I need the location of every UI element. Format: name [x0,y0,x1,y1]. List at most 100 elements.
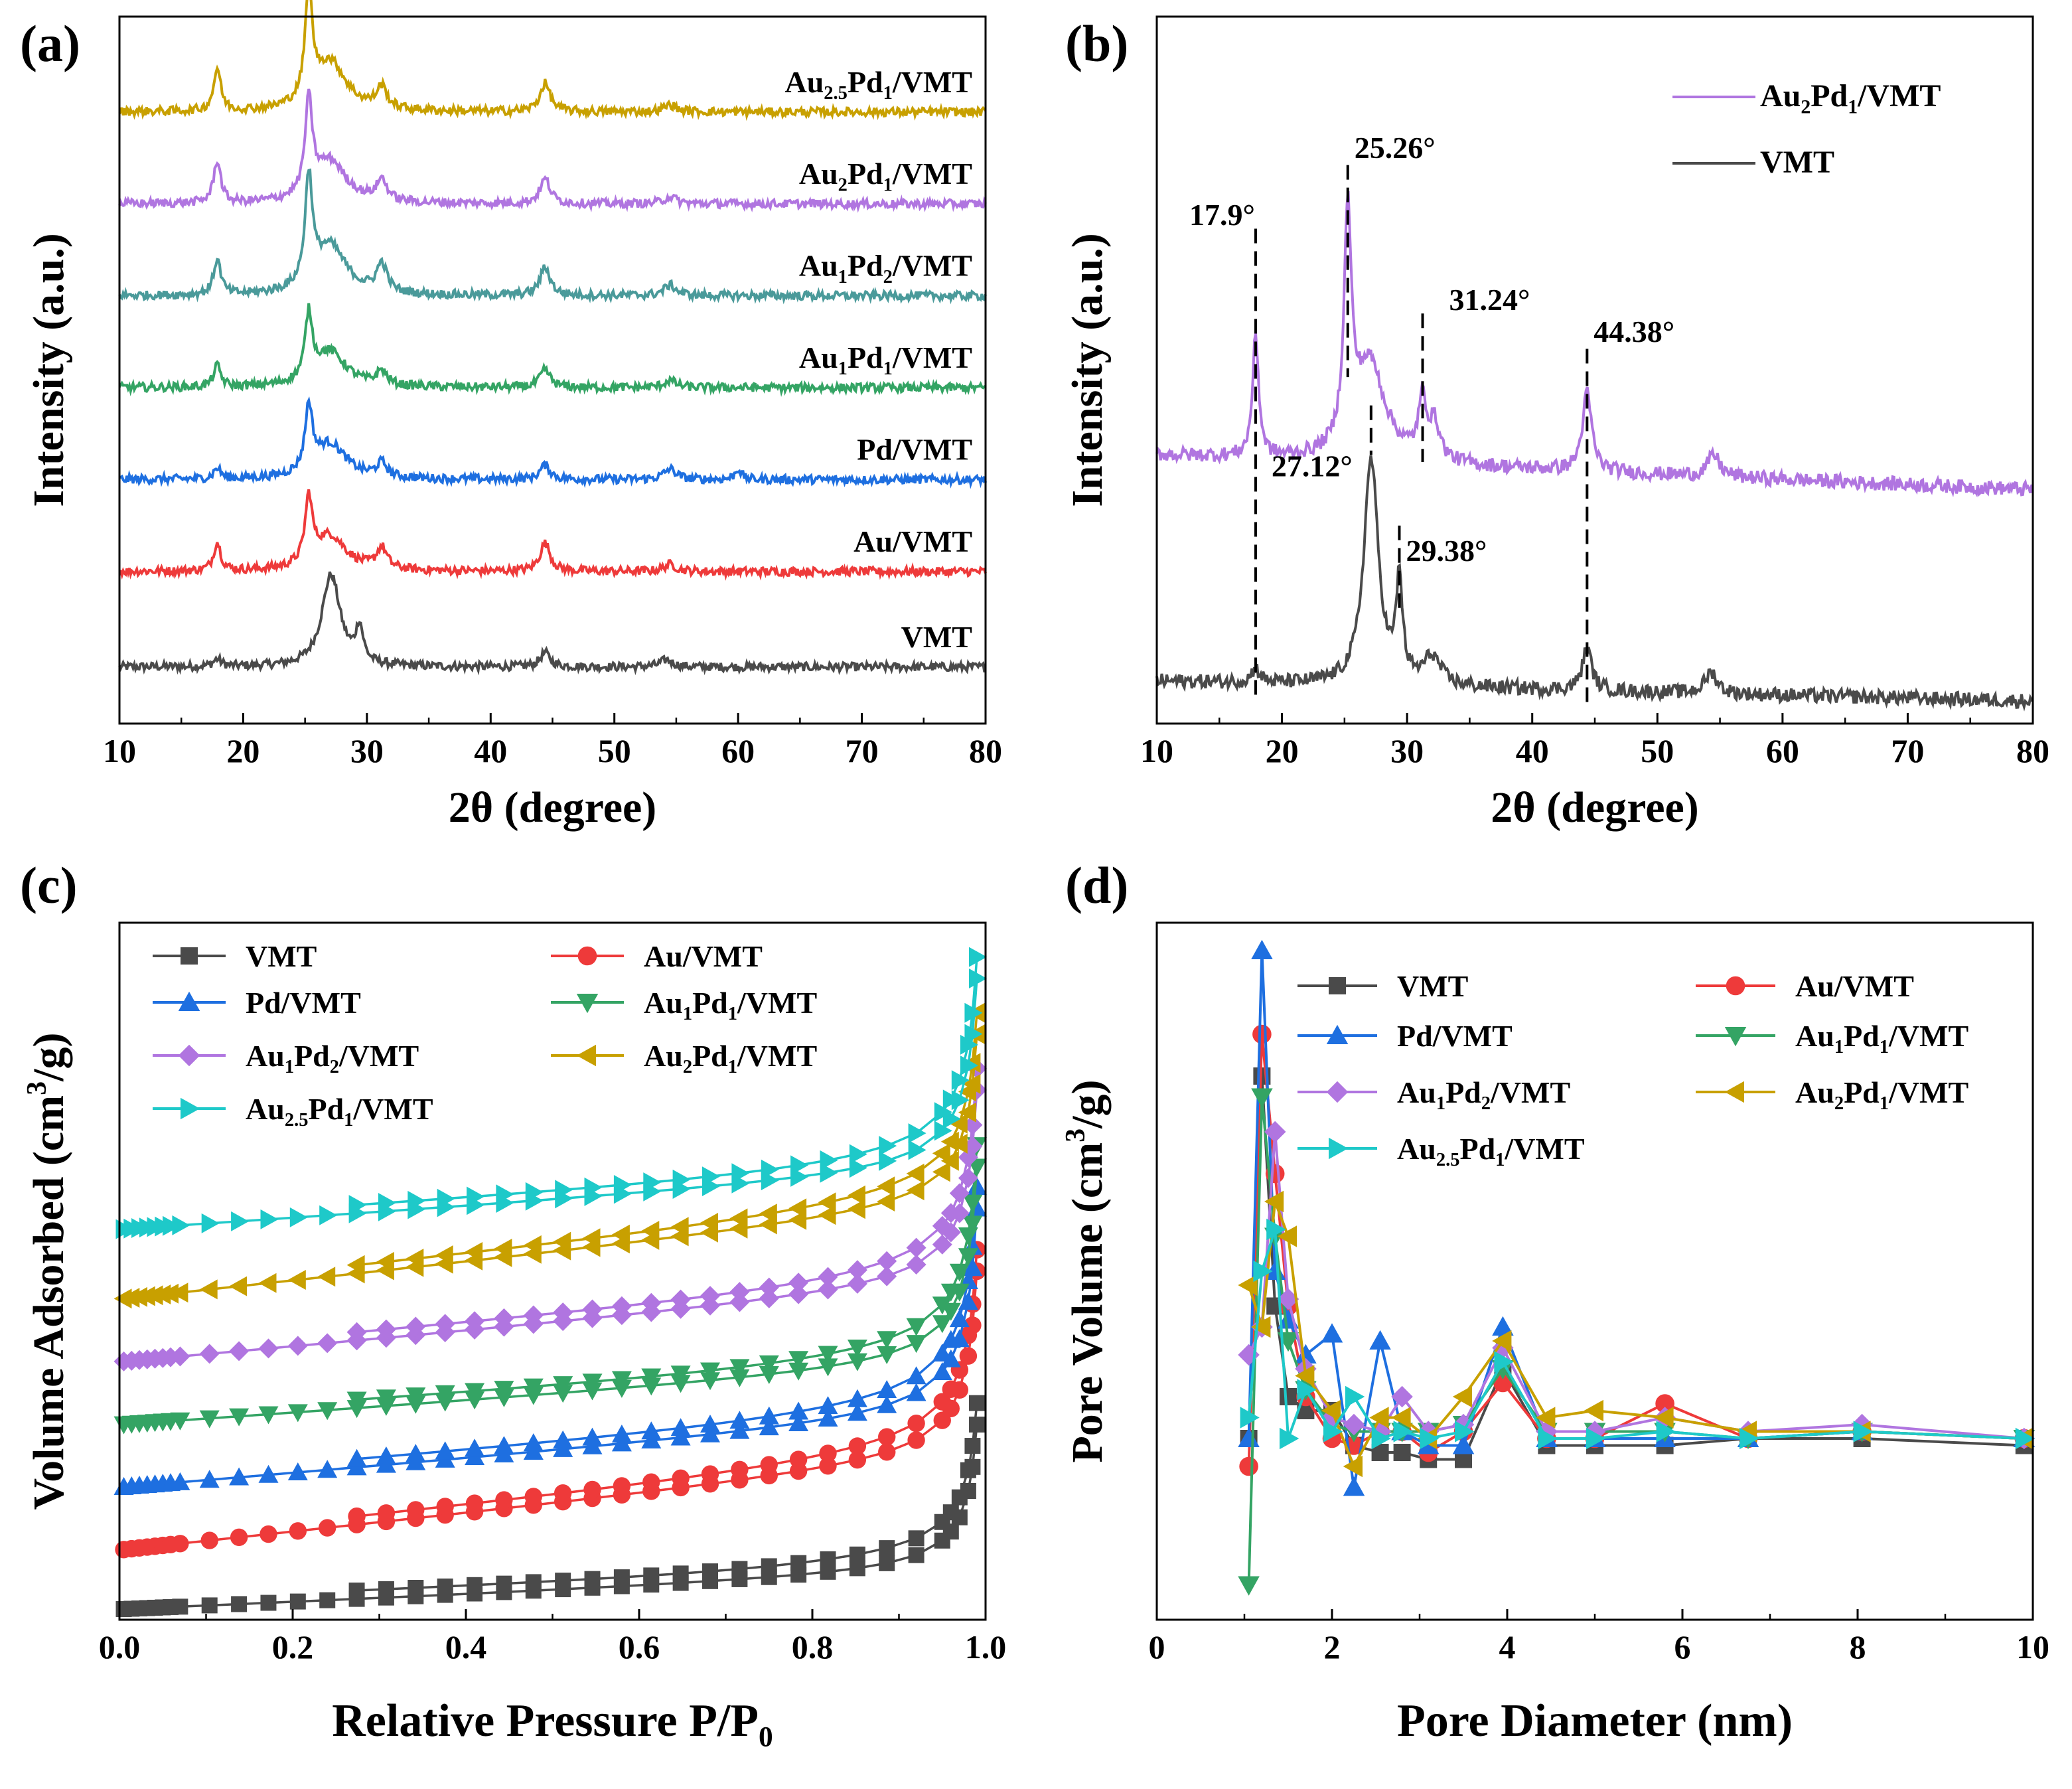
legend-c-marker [178,991,200,1011]
isotherm-point-Au1Pd1/VMT [523,1378,544,1397]
isotherm-point-Au2.5Pd1/VMT [289,1207,308,1227]
isotherm-point-Pd/VMT [670,1418,691,1437]
isotherm-point-Pd/VMT [553,1430,573,1448]
isotherm-point-Au2.5Pd1/VMT [163,1215,181,1236]
isotherm-point-Pd/VMT [700,1424,720,1442]
isotherm-point-VMT [172,1598,188,1615]
isotherm-point-Au1Pd1/VMT [317,1402,338,1421]
panel-b-xtick-label: 20 [1266,732,1299,769]
xrd-label-Au2Pd1/VMT: Au2Pd1/VMT [799,157,972,195]
isotherm-point-Au2Pd1/VMT [877,1192,895,1211]
pore-point-Au2Pd1/VMT [1654,1407,1674,1429]
pore-line-Pd/VMT [1247,950,2024,1488]
isotherm-point-Pd/VMT [788,1401,809,1420]
isotherm-point-Au/VMT [230,1528,248,1547]
isotherm-adsorption-Au2Pd1/VMT [123,1034,978,1300]
isotherm-point-Pd/VMT [611,1425,632,1442]
panel-c-label: (c) [20,856,78,914]
pore-point-Au1Pd1/VMT [1251,1088,1273,1108]
isotherm-point-Au1Pd2/VMT [877,1251,897,1271]
isotherm-point-Au1Pd1/VMT [932,1296,952,1315]
pore-point-Au2.5Pd1/VMT [1586,1427,1606,1450]
legend-c-label: Au1Pd1/VMT [644,986,817,1024]
pore-point-Au2.5Pd1/VMT [1393,1421,1413,1442]
panel-b-xtick-label: 70 [1891,732,1924,769]
isotherm-point-Au1Pd2/VMT [818,1279,838,1300]
isotherm-point-Au1Pd2/VMT [170,1346,190,1367]
isotherm-point-Au1Pd2/VMT [958,1168,978,1188]
legend-d-label: Au/VMT [1795,969,1914,1003]
isotherm-point-VMT [672,1565,689,1582]
isotherm-point-Au/VMT [907,1414,925,1433]
isotherm-point-VMT [201,1597,218,1614]
isotherm-point-Au2.5Pd1/VMT [201,1213,220,1233]
isotherm-point-Pd/VMT [877,1395,897,1413]
panel-b-xtick-label: 10 [1140,732,1173,769]
isotherm-point-Au/VMT [495,1491,513,1509]
pore-line-VMT [1247,1075,2024,1461]
isotherm-point-Au2Pd1/VMT [406,1249,424,1269]
pore-point-Au2.5Pd1/VMT [1853,1421,1873,1442]
isotherm-point-Au1Pd2/VMT [788,1273,809,1293]
legend-c-label: Pd/VMT [246,986,361,1020]
isotherm-point-Au2Pd1/VMT [877,1176,895,1197]
isotherm-point-Au1Pd2/VMT [317,1333,338,1354]
isotherm-point-Au2.5Pd1/VMT [960,1055,978,1076]
isotherm-point-VMT [761,1558,777,1575]
isotherm-point-Pd/VMT [847,1403,867,1421]
panel-a-xtick-label: 30 [350,732,384,769]
xrd-label-Au1Pd2/VMT: Au1Pd2/VMT [799,249,972,287]
isotherm-point-Pd/VMT [641,1421,662,1440]
isotherm-point-Pd/VMT [700,1415,720,1433]
xrd-line-Au1Pd1/VMT [118,303,986,397]
isotherm-point-Au2.5Pd1/VMT [319,1205,338,1225]
isotherm-point-Au2Pd1/VMT [435,1245,453,1265]
isotherm-point-Au1Pd2/VMT [958,1147,978,1168]
panel-d-xtick-label: 8 [1850,1628,1866,1666]
pore-point-Pd/VMT [1452,1435,1475,1454]
isotherm-point-Au/VMT [289,1522,307,1540]
isotherm-point-Au/VMT [942,1380,960,1398]
isotherm-point-Au1Pd1/VMT [958,1248,978,1267]
isotherm-point-Au2.5Pd1/VMT [820,1150,838,1170]
panel-b-xtick-label: 40 [1516,732,1549,769]
pore-point-Au2Pd1/VMT [1238,1274,1258,1296]
isotherm-point-Pd/VMT [258,1464,279,1483]
legend-d-marker [1726,976,1745,996]
pore-point-Au/VMT [1655,1394,1674,1413]
panel-d-xlabel: Pore Diameter (nm) [1397,1695,1793,1747]
legend-d-marker [1724,1081,1744,1103]
legend-c-label: VMT [246,939,317,973]
isotherm-point-VMT [467,1577,483,1593]
isotherm-point-Au1Pd1/VMT [641,1368,662,1387]
isotherm-point-Au1Pd2/VMT [759,1277,779,1298]
isotherm-point-Pd/VMT [949,1309,970,1328]
legend-c-marker [576,1044,596,1067]
panel-c-xtick-label: 1.0 [965,1628,1007,1666]
panel-d-xtick-label: 0 [1149,1628,1165,1666]
legend-d-label: Au2Pd1/VMT [1795,1075,1968,1114]
isotherm-point-Au1Pd1/VMT [670,1365,691,1384]
panel-b-xtick-label: 80 [2016,732,2049,769]
isotherm-point-Au2.5Pd1/VMT [934,1121,952,1141]
panel-a-xlabel: 2θ (degree) [449,783,657,832]
isotherm-adsorption-Au1Pd2/VMT [123,1089,978,1363]
pore-point-VMT [1280,1388,1297,1405]
isotherm-point-Au2.5Pd1/VMT [879,1150,897,1171]
isotherm-point-Au1Pd2/VMT [906,1255,926,1275]
isotherm-point-VMT [820,1551,836,1567]
legend-c-marker [576,994,599,1014]
isotherm-point-Pd/VMT [818,1396,838,1415]
pore-point-Pd/VMT [1343,1476,1365,1496]
isotherm-point-Au2.5Pd1/VMT [908,1123,926,1144]
pore-point-Au2Pd1/VMT [1391,1407,1411,1429]
panel-c-xtick-label: 0.6 [619,1628,660,1666]
isotherm-point-VMT [849,1560,865,1577]
isotherm-point-Au2Pd1/VMT [153,1284,171,1304]
pore-point-Au2.5Pd1/VMT [1455,1421,1475,1442]
panel-a-xtick-label: 20 [226,732,259,769]
panel-d-xtick-label: 10 [2016,1628,2049,1666]
isotherm-point-VMT [437,1578,453,1595]
isotherm-point-Au2Pd1/VMT [582,1228,601,1249]
isotherm-point-Au2Pd1/VMT [465,1242,483,1262]
